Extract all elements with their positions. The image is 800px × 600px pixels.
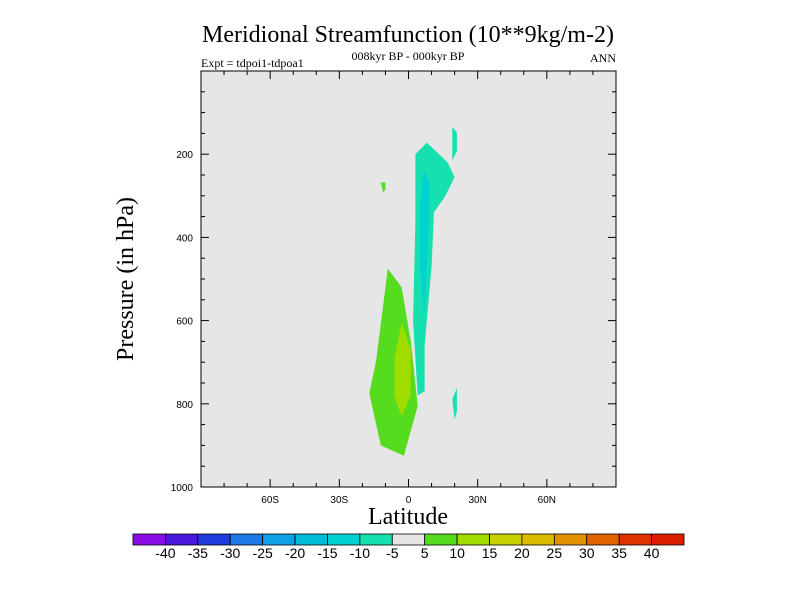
colorbar-box [521, 533, 555, 546]
colorbar-label: 30 [579, 545, 595, 561]
contour-region-tropical-negative-core [420, 170, 430, 317]
contour-region-lower-negative-patch [452, 388, 457, 420]
colorbar-box [553, 533, 588, 546]
x-axis-title: Latitude [368, 504, 448, 530]
contour-region-upper-negative-tongue [452, 126, 457, 161]
colorbar-label: -40 [155, 545, 175, 561]
colorbar-label: 5 [421, 545, 429, 561]
colorbar-label: 25 [547, 545, 563, 561]
colorbar-box [424, 533, 458, 546]
x-tick-label: 30S [330, 495, 348, 506]
colorbar-box [586, 533, 620, 546]
contour-regions [369, 126, 457, 456]
colorbar-box [327, 533, 361, 546]
experiment-label: Expt = tdpoi1-tdpoa1 [201, 56, 304, 70]
colorbar-box [165, 533, 199, 546]
colorbar-label: 10 [449, 545, 465, 561]
colorbar-box [262, 533, 296, 546]
colorbar-label: -15 [317, 545, 337, 561]
colorbar-box [197, 533, 231, 546]
colorbar-box [294, 533, 328, 546]
colorbar-label: -25 [253, 545, 273, 561]
colorbar-label: -10 [350, 545, 370, 561]
colorbar-label: 40 [644, 545, 660, 561]
chart-subtitle: 008kyr BP - 000kyr BP [352, 49, 465, 63]
contour-region-southern-positive-cell [369, 268, 418, 456]
x-tick-label: 0 [406, 495, 412, 506]
colorbar-box [229, 533, 264, 546]
colorbar-box [618, 533, 652, 546]
colorbar-label: 20 [514, 545, 530, 561]
y-tick-label: 1000 [171, 483, 194, 494]
x-tick-label: 30N [468, 495, 486, 506]
contour-region-small-positive-patch [380, 182, 386, 193]
colorbar-label: 35 [611, 545, 627, 561]
y-tick-label: 600 [176, 317, 193, 328]
x-tick-label: 60S [261, 495, 279, 506]
colorbar: -40 -35 -30 -25 -20 -15 -10 -5 5 10 15 20 25 30 35 40 [132, 533, 685, 561]
y-tick-label: 800 [176, 400, 193, 411]
colorbar-label: 15 [482, 545, 498, 561]
y-axis-title: Pressure (in hPa) [113, 197, 139, 361]
colorbar-label: -35 [188, 545, 208, 561]
y-tick-label: 200 [176, 150, 193, 161]
chart-title: Meridional Streamfunction (10**9kg/m-2) [202, 22, 614, 48]
colorbar-box [651, 533, 685, 546]
colorbar-label: -5 [386, 545, 399, 561]
x-tick-label: 60N [538, 495, 556, 506]
colorbar-box [359, 533, 393, 546]
contour-region-southern-positive-core [394, 322, 411, 417]
colorbar-label: -30 [220, 545, 240, 561]
colorbar-label: -20 [285, 545, 305, 561]
season-label: ANN [590, 51, 616, 65]
axis-ticks: 200 400 600 800 1000 60S 30S 0 30N 60N [171, 71, 616, 506]
y-tick-label: 400 [176, 233, 193, 244]
colorbar-box [456, 533, 490, 546]
colorbar-box [391, 533, 426, 546]
colorbar-box [132, 533, 166, 546]
colorbar-box [489, 533, 523, 546]
